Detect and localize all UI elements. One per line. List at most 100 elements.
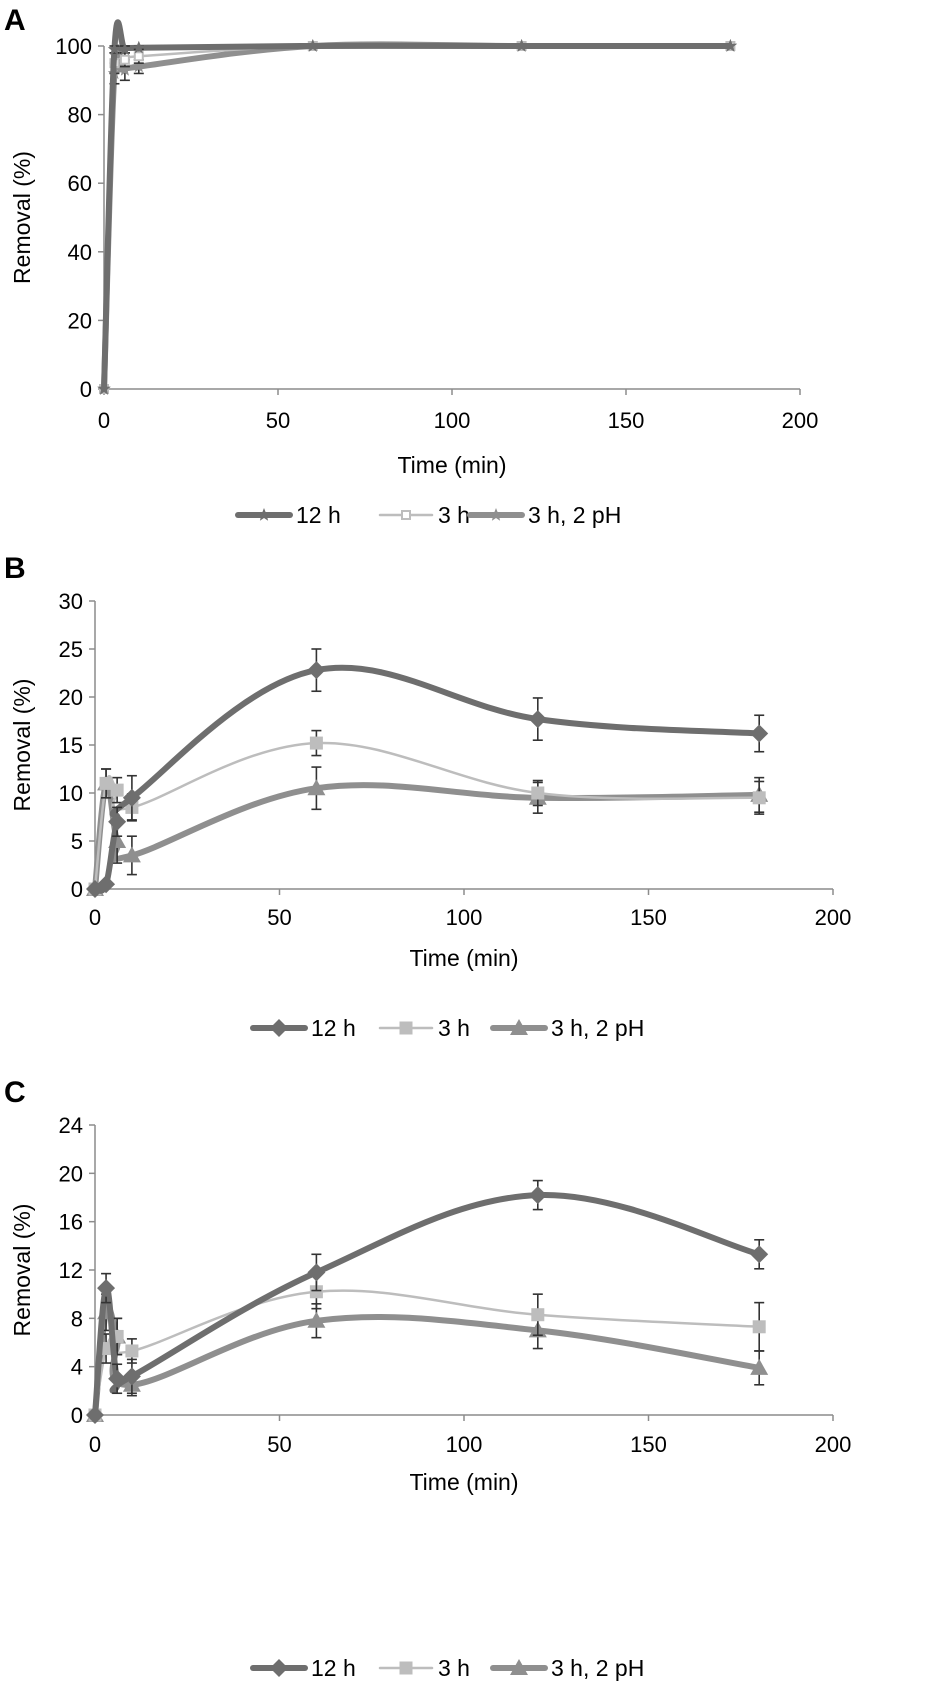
panel-a-series-12-h [97, 19, 738, 395]
panel-a-legend-label: 3 h, 2 pH [528, 502, 621, 528]
panel-a-y-tick-label: 20 [68, 308, 92, 333]
panel-a-x-tick-label: 200 [782, 408, 819, 433]
panel-c-y-tick-label: 0 [71, 1403, 83, 1428]
panel-c-point-12-h [97, 1279, 116, 1298]
panel-c-point-3-h-2-ph [750, 1358, 769, 1375]
panel-a-y-tick-label: 40 [68, 240, 92, 265]
panel-c-point-3-h [125, 1344, 139, 1358]
panel-a-point-12-h [107, 42, 122, 56]
panel-b-point-3-h [309, 736, 323, 750]
panel-b-x-tick-label: 200 [815, 905, 852, 930]
panel-a-line-3-h-2-ph [101, 41, 734, 392]
panel-c-legend-item-3-h-2-ph: 3 h, 2 pH [490, 1655, 644, 1681]
panel-b-line-12-h [92, 664, 763, 894]
panel-b-x-axis-title: Time (min) [409, 945, 518, 971]
panel-b-point-3-h [531, 786, 545, 800]
panel-a: A 0 20 40 60 80 100 0 50 100 150 200 Time (min) Remov… [4, 4, 818, 528]
panel-c-point-3-h-2-ph [307, 1311, 326, 1328]
panel-c-y-tick-label: 8 [71, 1306, 83, 1331]
panel-c-y-tick-label: 12 [59, 1258, 83, 1283]
panel-b-legend-label: 3 h [438, 1015, 470, 1041]
panel-a-point-3-h [133, 51, 144, 62]
panel-a-legend-item-3-h-2-ph: 3 h, 2 pH [467, 502, 621, 528]
panel-b-point-3-h [99, 776, 113, 790]
panel-b-point-3-h-2-ph [122, 846, 141, 863]
panel-c-legend-label: 3 h [438, 1655, 470, 1681]
panel-b-legend-item-3-h-2-ph: 3 h, 2 pH [490, 1015, 644, 1041]
panel-a-letter: A [4, 4, 26, 37]
panel-b-legend-label: 3 h, 2 pH [551, 1015, 644, 1041]
panel-b-x-tick-label: 0 [89, 905, 101, 930]
panel-c-point-3-h [531, 1308, 545, 1322]
panel-a-legend-label: 12 h [296, 502, 341, 528]
panel-a-point-12-h [306, 39, 320, 52]
panel-b-y-axis-title: Removal (%) [9, 679, 35, 812]
panel-b-legend-marker [399, 1021, 413, 1035]
panel-b-series-12-h [86, 648, 769, 898]
panel-a-point-12-h [118, 42, 132, 56]
panel-b-point-12-h [528, 710, 547, 729]
panel-c-x-tick-label: 150 [630, 1432, 667, 1457]
panel-b-point-12-h [307, 661, 326, 680]
panel-c-legend-marker [399, 1661, 413, 1675]
panel-c-y-tick-label: 16 [59, 1210, 83, 1235]
panel-b-series-3-h [88, 729, 766, 896]
panel-a-y-axis-title: Removal (%) [9, 151, 35, 284]
panel-c-point-3-h [752, 1320, 766, 1334]
panel-b-legend-marker [270, 1019, 288, 1037]
panel-c-point-3-h [309, 1285, 323, 1299]
panel-a-point-3-h-2-ph [132, 59, 146, 73]
panel-b-legend-item-3-h: 3 h [378, 1015, 470, 1041]
panel-a-x-tick-label: 100 [434, 408, 471, 433]
panel-a-legend-label: 3 h [438, 502, 470, 528]
panel-c-legend-label: 12 h [311, 1655, 356, 1681]
panel-c-line-12-h [92, 1192, 763, 1418]
panel-a-point-12-h [97, 382, 111, 395]
panel-c-legend-item-3-h: 3 h [378, 1655, 470, 1681]
panel-a-series-3-h [99, 34, 736, 394]
panel-c-point-12-h [108, 1369, 127, 1388]
panel-c-series-3-h-2-ph [86, 1293, 769, 1422]
panel-a-legend-marker [401, 510, 411, 520]
panel-c: C 0 4 8 12 16 20 24 0 50 100 150 200 Time (min) Remova… [4, 1076, 851, 1681]
panel-c-legend: 12 h 3 h 3 h, 2 pH [250, 1655, 644, 1681]
panel-b-series-3-h-2-ph [86, 766, 769, 896]
panel-c-line-3-h-2-ph [92, 1305, 763, 1418]
panel-b-y-tick-label: 25 [59, 637, 83, 662]
panel-c-legend-marker [270, 1659, 288, 1677]
panel-c-x-tick-label: 100 [446, 1432, 483, 1457]
panel-b-y-tick-label: 10 [59, 781, 83, 806]
panel-a-x-tick-label: 150 [608, 408, 645, 433]
panel-a-legend-marker [257, 508, 271, 521]
panel-b-point-12-h [122, 788, 141, 807]
panel-b-point-3-h [110, 783, 124, 797]
panel-a-legend-item-3-h: 3 h [378, 502, 470, 528]
panel-b-legend-item-12-h: 12 h [250, 1015, 356, 1041]
panel-a-point-12-h [514, 39, 529, 52]
panel-c-y-tick-label: 4 [71, 1355, 83, 1380]
panel-a-line-3-h [102, 34, 732, 391]
panel-a-legend: 12 h 3 h 3 h, 2 pH [235, 502, 621, 528]
panel-c-point-12-h [750, 1245, 769, 1264]
panel-b-y-tick-label: 15 [59, 733, 83, 758]
panel-b-point-12-h [750, 724, 769, 743]
panel-c-point-12-h [528, 1186, 547, 1205]
panel-b-y-tick-label: 30 [59, 589, 83, 614]
panel-b: B 0 5 10 15 20 25 30 0 50 100 150 200 Time (min) Remov… [4, 552, 851, 1041]
panel-b-legend-label: 12 h [311, 1015, 356, 1041]
panel-c-legend-label: 3 h, 2 pH [551, 1655, 644, 1681]
panel-b-x-tick-label: 150 [630, 905, 667, 930]
panel-c-y-tick-label: 20 [59, 1161, 83, 1186]
panel-a-point-12-h [132, 40, 146, 54]
panel-c-legend-marker [510, 1659, 528, 1675]
panel-c-x-tick-label: 200 [815, 1432, 852, 1457]
panel-b-legend-marker [510, 1019, 528, 1035]
panel-c-y-tick-label: 24 [59, 1113, 83, 1138]
panel-b-y-tick-label: 5 [71, 829, 83, 854]
panel-a-x-axis-title: Time (min) [397, 452, 506, 478]
panel-a-y-tick-label: 0 [80, 377, 92, 402]
panel-c-legend-item-12-h: 12 h [250, 1655, 356, 1681]
panel-c-series-12-h [86, 1179, 769, 1424]
